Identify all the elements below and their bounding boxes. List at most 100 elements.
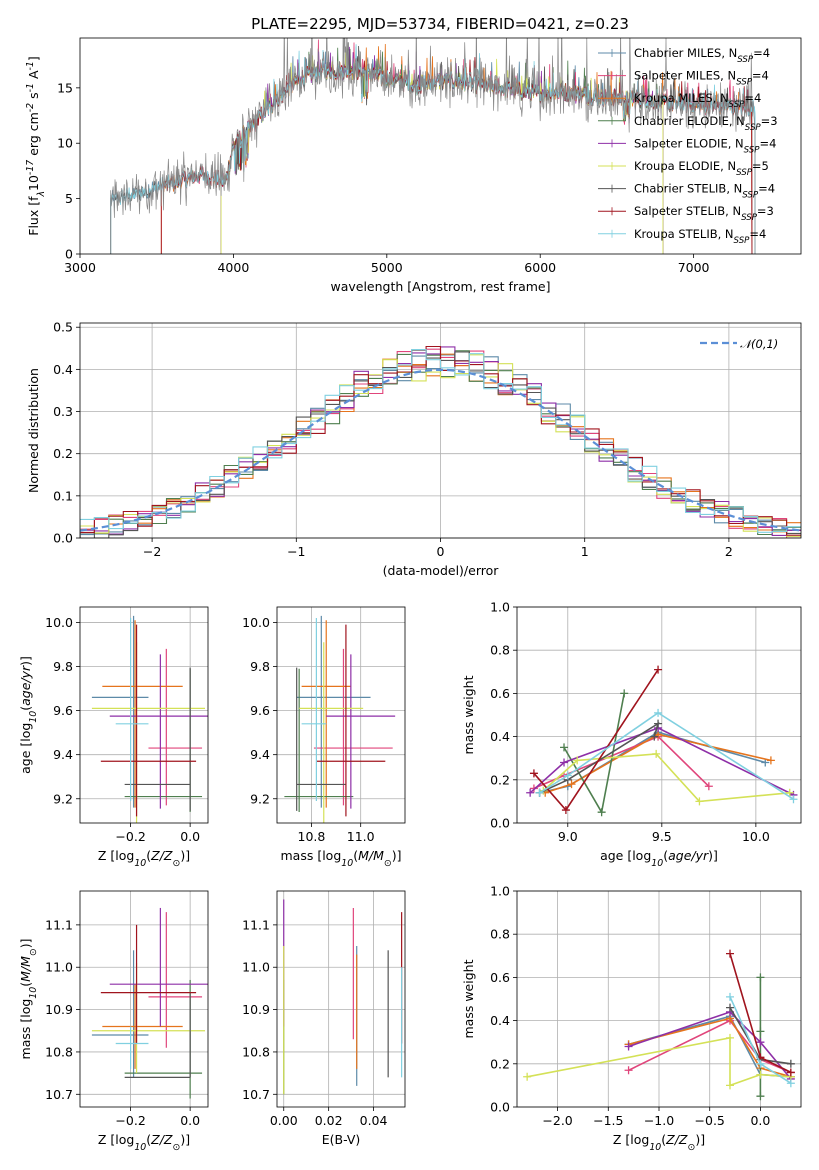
series-line bbox=[628, 1011, 792, 1080]
errorbar-point-9 bbox=[115, 1026, 149, 1069]
errorbar-point-1 bbox=[91, 615, 149, 808]
x-axis-label: age [log10(age/yr)] bbox=[600, 848, 718, 869]
x-axis-label: Z [log10(Z/Z⊙)] bbox=[98, 1132, 190, 1153]
series-point-marker bbox=[529, 769, 538, 778]
mass-weight-series-6 bbox=[523, 1033, 795, 1090]
plot-area bbox=[91, 907, 208, 1099]
age-vs-metallicity-panel: −0.2 0.0 9.2 9.4 9.6 9.8 10.0 Z [log10(Z/Z⊙)] ag… bbox=[18, 606, 209, 869]
series-point-marker bbox=[756, 973, 765, 982]
plot-area bbox=[91, 615, 208, 823]
series-point-marker bbox=[726, 949, 734, 958]
series-line bbox=[539, 711, 794, 800]
spectrum-legend: Chabrier MILES, NSSP=4 Salpeter MILES, NS… bbox=[598, 46, 778, 246]
legend-label: Kroupa ELODIE, NSSP=5 bbox=[634, 159, 769, 178]
errorbar-point-5 bbox=[109, 654, 208, 809]
y-tick-label: 10.7 bbox=[45, 1087, 73, 1102]
mass-weight-series-7 bbox=[535, 719, 663, 797]
errorbar-point-5 bbox=[326, 654, 396, 809]
series-point-marker bbox=[756, 1092, 765, 1101]
y-tick-label: 0.4 bbox=[490, 1013, 510, 1028]
mass-weight-vs-metallicity-panel: −2.0 −1.5 −1.0 −0.5 0.0 0.0 0.2 0.4 0.6 0.8 1.0 Z [… bbox=[461, 884, 802, 1153]
y-tick-label: 0.0 bbox=[53, 531, 73, 546]
residual-histogram-8 bbox=[80, 345, 801, 538]
y-axis-label: mass weight bbox=[461, 959, 476, 1038]
axes-frame bbox=[79, 606, 209, 824]
y-tick-label: 10.8 bbox=[45, 1044, 73, 1059]
y-tick-label: 10.9 bbox=[242, 1002, 270, 1017]
y-tick-label: 0.4 bbox=[53, 362, 73, 377]
y-tick-label: 9.8 bbox=[53, 659, 73, 674]
errorbar-point-8 bbox=[100, 924, 197, 1044]
x-axis-label: E(B-V) bbox=[322, 1132, 361, 1147]
x-tick-label: 9.0 bbox=[558, 829, 578, 844]
series-point-marker bbox=[785, 788, 794, 797]
y-tick-label: 0.6 bbox=[490, 686, 510, 701]
grid-lines bbox=[277, 891, 405, 1107]
residuals-panel: −2 −1 0 1 2 0.0 0.1 0.2 0.3 0.4 0.5 (data-model)/er… bbox=[26, 320, 802, 578]
errorbar-point-7 bbox=[296, 667, 346, 811]
mass-weight-series-4 bbox=[756, 973, 765, 1101]
mass-weight-series-9 bbox=[535, 708, 798, 804]
x-tick-label: −0.2 bbox=[115, 1113, 145, 1128]
y-tick-label: 9.4 bbox=[250, 747, 270, 762]
series-point-marker bbox=[756, 1070, 765, 1079]
y-axis-label: age [log10(age/yr)] bbox=[18, 656, 39, 774]
y-tick-label: 10 bbox=[57, 136, 73, 151]
x-tick-label: 1 bbox=[581, 544, 589, 559]
series-point-marker bbox=[654, 665, 663, 674]
x-tick-label: 0.04 bbox=[360, 1113, 388, 1128]
y-tick-label: 9.6 bbox=[250, 703, 270, 718]
y-tick-label: 9.6 bbox=[53, 703, 73, 718]
y-tick-label: 9.2 bbox=[250, 791, 270, 806]
y-tick-label: 10.9 bbox=[45, 1002, 73, 1017]
series-point-marker bbox=[756, 1027, 765, 1036]
x-tick-label: 5000 bbox=[371, 260, 403, 275]
x-tick-label: 0.00 bbox=[270, 1113, 298, 1128]
x-tick-label: −2.0 bbox=[542, 1113, 572, 1128]
y-tick-label: 0.2 bbox=[490, 772, 510, 787]
y-tick-label: 11.0 bbox=[45, 960, 73, 975]
y-axis-label: Normed distribution bbox=[26, 368, 41, 493]
residual-histogram-9 bbox=[80, 348, 801, 538]
series-line bbox=[628, 1019, 792, 1074]
x-tick-label: 2 bbox=[725, 544, 733, 559]
errorbar-point-6 bbox=[299, 642, 364, 823]
axes-frame bbox=[276, 606, 406, 824]
series-point-marker bbox=[561, 806, 570, 815]
y-tick-label: 0.0 bbox=[490, 1100, 510, 1115]
y-tick-label: 11.1 bbox=[242, 917, 270, 932]
mass-weight-series-8 bbox=[529, 665, 663, 815]
mass-vs-ebv-panel: 0.00 0.02 0.04 10.7 10.8 10.9 11.0 11.1 E(B-V) bbox=[242, 890, 406, 1147]
x-axis-label: wavelength [Angstrom, rest frame] bbox=[330, 279, 550, 294]
series-point-marker bbox=[726, 992, 734, 1001]
y-tick-label: 0.1 bbox=[53, 488, 73, 503]
mass-weight-series-8 bbox=[726, 949, 795, 1077]
errorbar-point-6 bbox=[91, 642, 206, 823]
x-tick-label: −1 bbox=[287, 544, 305, 559]
y-tick-label: 0.2 bbox=[53, 446, 73, 461]
series-point-marker bbox=[726, 1003, 734, 1012]
series-point-marker bbox=[567, 780, 576, 789]
x-tick-label: −1.0 bbox=[644, 1113, 674, 1128]
series-point-marker bbox=[523, 1072, 532, 1081]
errorbar-point-9 bbox=[301, 618, 327, 801]
y-tick-label: 11.0 bbox=[242, 960, 270, 975]
series-point-marker bbox=[573, 756, 582, 765]
series-point-marker bbox=[756, 1059, 765, 1068]
errorbar-point-7 bbox=[124, 667, 191, 811]
errorbar-point-8 bbox=[316, 624, 386, 817]
x-tick-label: 0.0 bbox=[180, 829, 200, 844]
y-tick-label: 0.2 bbox=[490, 1056, 510, 1071]
series-point-marker bbox=[704, 782, 713, 791]
series-point-marker bbox=[526, 788, 535, 797]
series-point-marker bbox=[726, 1033, 734, 1042]
mass-vs-metallicity-panel: −0.2 0.0 10.7 10.8 10.9 11.0 11.1 Z [log10(Z/Z⊙… bbox=[18, 890, 209, 1153]
x-tick-label: 0.02 bbox=[315, 1113, 343, 1128]
series-line bbox=[533, 669, 659, 812]
y-tick-label: 1.0 bbox=[490, 884, 510, 899]
y-tick-label: 10.8 bbox=[242, 1044, 270, 1059]
series-point-marker bbox=[624, 1042, 633, 1051]
mass-weight-series-9 bbox=[726, 992, 795, 1088]
gaussian-curve bbox=[80, 368, 801, 532]
